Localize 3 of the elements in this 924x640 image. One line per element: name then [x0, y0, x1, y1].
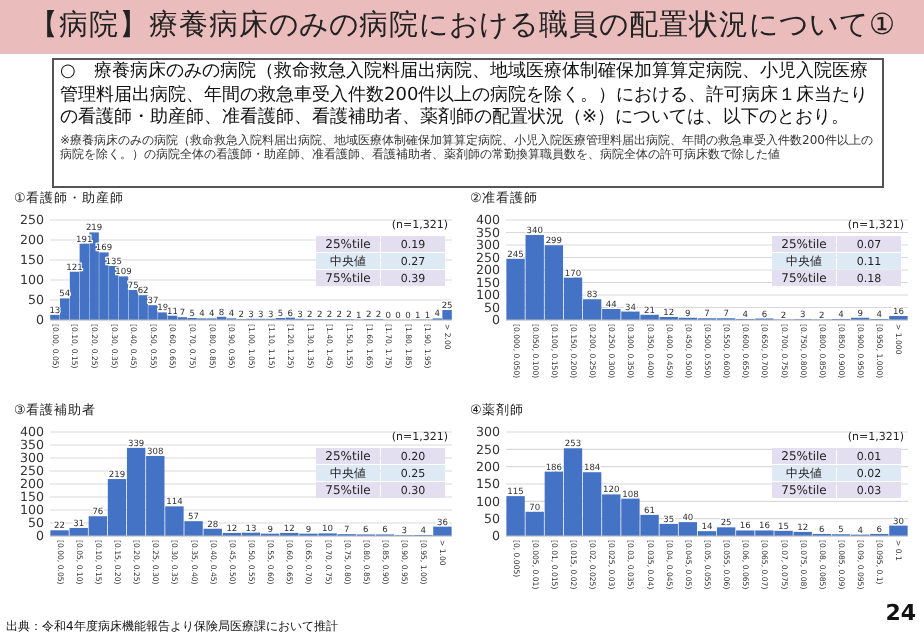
text: ○ 療養病床のみの病院（救命救急入院料届出病院、地域医療体制確保加算算定病院、小児入院医療管理料届出病院、年間の救急車受入件数200件以上の病院を除く。）における、許可病床１床当たりの看護師・助産師、准看護師、看護補助者、薬剤師の配置状況（※）については、以下のとおり。: [60, 62, 871, 131]
text: 【病院】療養病床のみの病院における職員の配置状況について①: [0, 0, 924, 54]
text: 24: [883, 600, 916, 626]
